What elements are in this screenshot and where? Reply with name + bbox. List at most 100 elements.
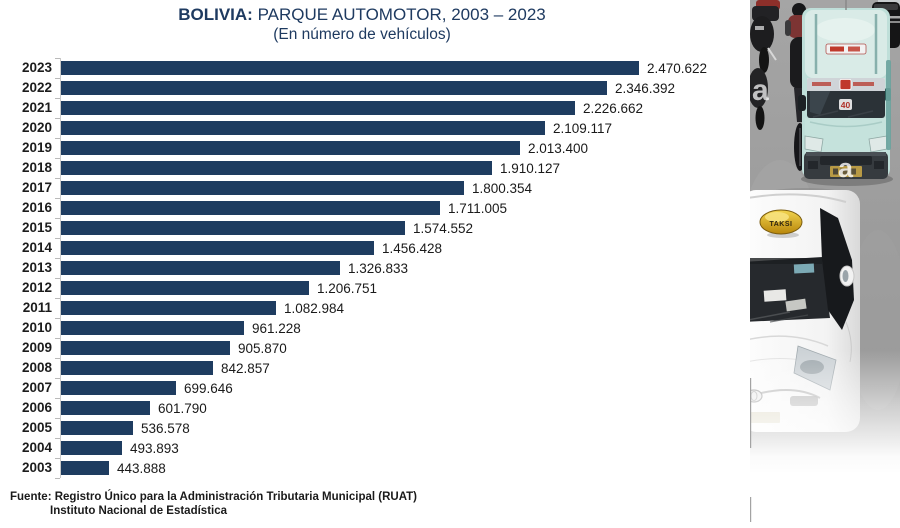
taksi-sign-label: TAKSI <box>770 221 793 228</box>
van-right-headlight <box>868 135 888 153</box>
source-note: Fuente: Registro Único para la Administr… <box>10 490 417 518</box>
value-label: 699.646 <box>184 380 233 396</box>
year-label: 2023 <box>21 60 52 75</box>
bar <box>61 381 176 395</box>
year-label: 2011 <box>22 300 52 315</box>
year-label: 2009 <box>21 340 52 355</box>
chart-row: 2018 1.910.127 <box>22 157 741 178</box>
chart-row: 2017 1.800.354 <box>22 177 741 198</box>
value-label: 2.470.622 <box>647 60 708 76</box>
bar <box>61 101 575 115</box>
year-label: 2007 <box>21 380 52 395</box>
van-left-mirror <box>798 95 806 111</box>
bar <box>61 61 639 75</box>
chart-row: 2015 1.574.552 <box>22 217 741 238</box>
year-label: 2005 <box>21 420 52 435</box>
bar <box>61 141 520 155</box>
chart-row: 2010 961.228 <box>22 317 741 338</box>
bar <box>61 221 405 235</box>
value-label: 1.082.984 <box>284 300 345 316</box>
chart-row: 2007 699.646 <box>22 377 741 398</box>
photo-edge-line <box>750 378 752 448</box>
watermark-letter: a <box>838 153 854 183</box>
year-label: 2003 <box>21 460 52 475</box>
bar <box>61 261 340 275</box>
motorcycles-group <box>750 0 780 130</box>
chart-row: 2014 1.456.428 <box>22 237 741 258</box>
year-label: 2015 <box>21 220 52 235</box>
van-left-headlight <box>804 135 824 153</box>
photo-edge-line <box>750 497 752 522</box>
value-label: 1.711.005 <box>448 200 508 216</box>
chart-row: 2016 1.711.005 <box>22 197 741 218</box>
value-label: 2.109.117 <box>553 120 613 136</box>
van-route-number: 40 <box>841 100 851 110</box>
value-label: 536.578 <box>141 420 190 436</box>
value-label: 2.226.662 <box>583 100 644 116</box>
year-label: 2019 <box>21 140 52 155</box>
bar <box>61 301 276 315</box>
chart-row: 2019 2.013.400 <box>22 137 741 158</box>
year-label: 2006 <box>21 400 52 415</box>
value-label: 1.206.751 <box>317 280 378 296</box>
bar <box>61 281 309 295</box>
bar <box>61 321 244 335</box>
chart-row: 2021 2.226.662 <box>22 97 741 118</box>
year-label: 2018 <box>21 160 52 175</box>
value-label: 1.574.552 <box>413 220 474 236</box>
value-label: 1.800.354 <box>472 180 533 196</box>
value-label: 842.857 <box>221 360 270 376</box>
year-label: 2017 <box>21 180 52 195</box>
minibus: 40 <box>798 0 893 186</box>
chart-title-rest: PARQUE AUTOMOTOR, 2003 – 2023 <box>252 5 546 24</box>
year-label: 2016 <box>21 200 52 215</box>
bar <box>61 461 109 475</box>
value-label: 961.228 <box>252 320 301 336</box>
chart-row: 2004 493.893 <box>22 437 741 458</box>
bar <box>61 361 213 375</box>
traffic-photo-svg: 40 <box>750 0 900 528</box>
bar <box>61 401 150 415</box>
chart-row: 2005 536.578 <box>22 417 741 438</box>
year-label: 2021 <box>21 100 52 115</box>
year-label: 2008 <box>21 360 52 375</box>
chart-row: 2020 2.109.117 <box>22 117 741 138</box>
traffic-photo: 40 <box>750 0 900 528</box>
bar <box>61 161 492 175</box>
chart-row: 2012 1.206.751 <box>22 277 741 298</box>
value-label: 1.456.428 <box>382 240 443 256</box>
chart-row: 2011 1.082.984 <box>23 297 741 318</box>
value-label: 1.326.833 <box>348 260 409 276</box>
taxi-windshield <box>750 257 830 322</box>
source-line-1: Fuente: Registro Único para la Administr… <box>10 491 418 503</box>
bar <box>61 121 545 135</box>
plot-area: 2023 2.470.622 2022 2.346.392 2021 2.226.662 2… <box>22 57 741 479</box>
watermark-letter: a <box>752 74 769 107</box>
source-line-2: Instituto Nacional de Estadística <box>50 505 228 517</box>
chart-subtitle: (En número de vehículos) <box>273 26 451 43</box>
chart-title: BOLIVIA: PARQUE AUTOMOTOR, 2003 – 2023 <box>0 4 724 25</box>
year-label: 2010 <box>21 320 52 335</box>
bar <box>61 441 122 455</box>
year-label: 2022 <box>21 80 52 95</box>
chart-row: 2006 601.790 <box>22 397 741 418</box>
value-label: 601.790 <box>158 400 207 416</box>
bar <box>61 181 464 195</box>
year-label: 2020 <box>21 120 52 135</box>
value-label: 493.893 <box>130 440 179 456</box>
taxi-side-glass <box>820 208 854 330</box>
value-label: 905.870 <box>238 340 287 356</box>
year-label: 2012 <box>21 280 52 295</box>
value-label: 2.013.400 <box>528 140 589 156</box>
chart-header: BOLIVIA: PARQUE AUTOMOTOR, 2003 – 2023 (… <box>0 4 724 44</box>
chart-row: 2009 905.870 <box>22 337 741 358</box>
year-label: 2014 <box>21 240 52 255</box>
chart-row: 2003 443.888 <box>22 457 741 478</box>
bar <box>61 201 440 215</box>
bar <box>61 421 133 435</box>
chart-row: 2013 1.326.833 <box>22 257 741 278</box>
bar <box>61 241 374 255</box>
value-label: 2.346.392 <box>615 80 676 96</box>
chart-row: 2023 2.470.622 <box>22 57 741 78</box>
